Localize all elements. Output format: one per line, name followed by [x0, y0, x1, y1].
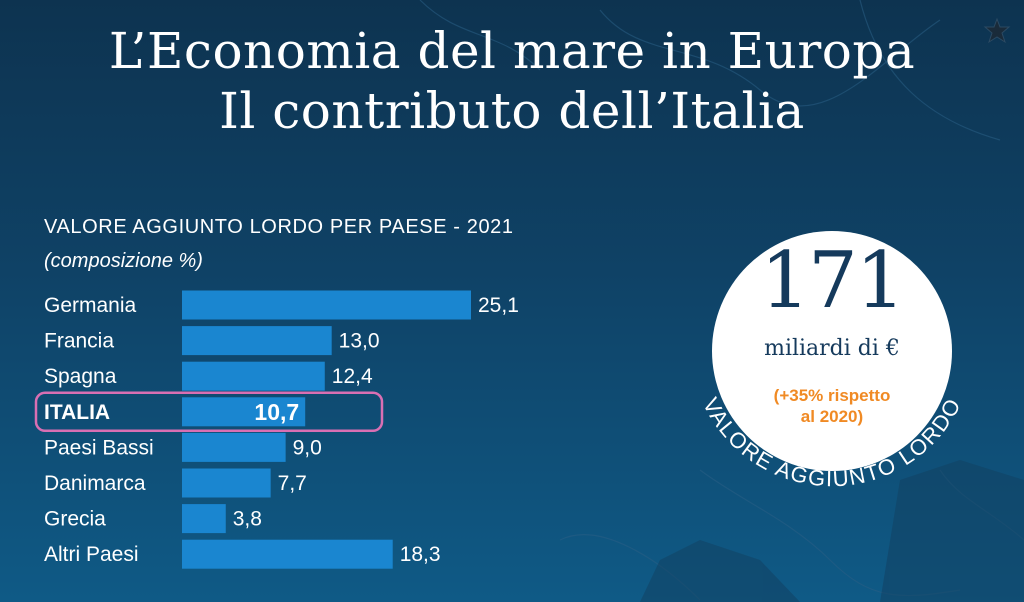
badge-number: 171	[760, 236, 906, 326]
chart-subtitle: VALORE AGGIUNTO LORDO PER PAESE - 2021	[44, 216, 514, 238]
value-label: 12,4	[332, 365, 373, 388]
badge-change-line2: al 2020)	[800, 407, 864, 426]
category-label: Spagna	[44, 365, 117, 388]
chart-subtitle-note: (composizione %)	[44, 250, 203, 272]
category-label: Germania	[44, 294, 137, 317]
badge-change-line1: (+35% rispetto	[773, 386, 891, 405]
bar-italia	[182, 397, 306, 427]
value-label: 7,7	[278, 472, 307, 495]
bar-francia	[182, 326, 332, 356]
bar-grecia	[182, 504, 226, 534]
star-icon	[983, 17, 1011, 44]
bar-spagna	[182, 361, 325, 391]
value-label: 3,8	[233, 508, 262, 531]
category-label: Grecia	[44, 508, 106, 531]
category-label: ITALIA	[44, 401, 110, 424]
value-label: 18,3	[400, 543, 441, 566]
svg-text:VALORE AGGIUNTO LORDO: VALORE AGGIUNTO LORDO	[698, 393, 966, 491]
page-title-line2: Il contributo dell’Italia	[219, 82, 805, 140]
bar-paesi-bassi	[182, 432, 286, 462]
bar-altri-paesi	[182, 539, 393, 569]
page-title-line1: L’Economia del mare in Europa	[108, 22, 916, 80]
category-label: Danimarca	[44, 472, 146, 495]
bar-danimarca	[182, 468, 271, 498]
category-label: Paesi Bassi	[44, 436, 154, 459]
badge-arc-text: VALORE AGGIUNTO LORDO	[698, 393, 965, 491]
category-label: Altri Paesi	[44, 543, 139, 566]
value-label: 13,0	[339, 330, 380, 353]
value-label: 10,7	[254, 399, 299, 425]
highlight-outline	[34, 391, 384, 433]
total-value-badge	[712, 231, 952, 471]
category-label: Francia	[44, 330, 114, 353]
bar-germania	[182, 290, 471, 320]
value-label: 9,0	[293, 436, 322, 459]
value-label: 25,1	[478, 294, 519, 317]
badge-unit: miliardi di €	[764, 336, 900, 361]
badge-change: (+35% rispetto al 2020)	[712, 385, 952, 427]
